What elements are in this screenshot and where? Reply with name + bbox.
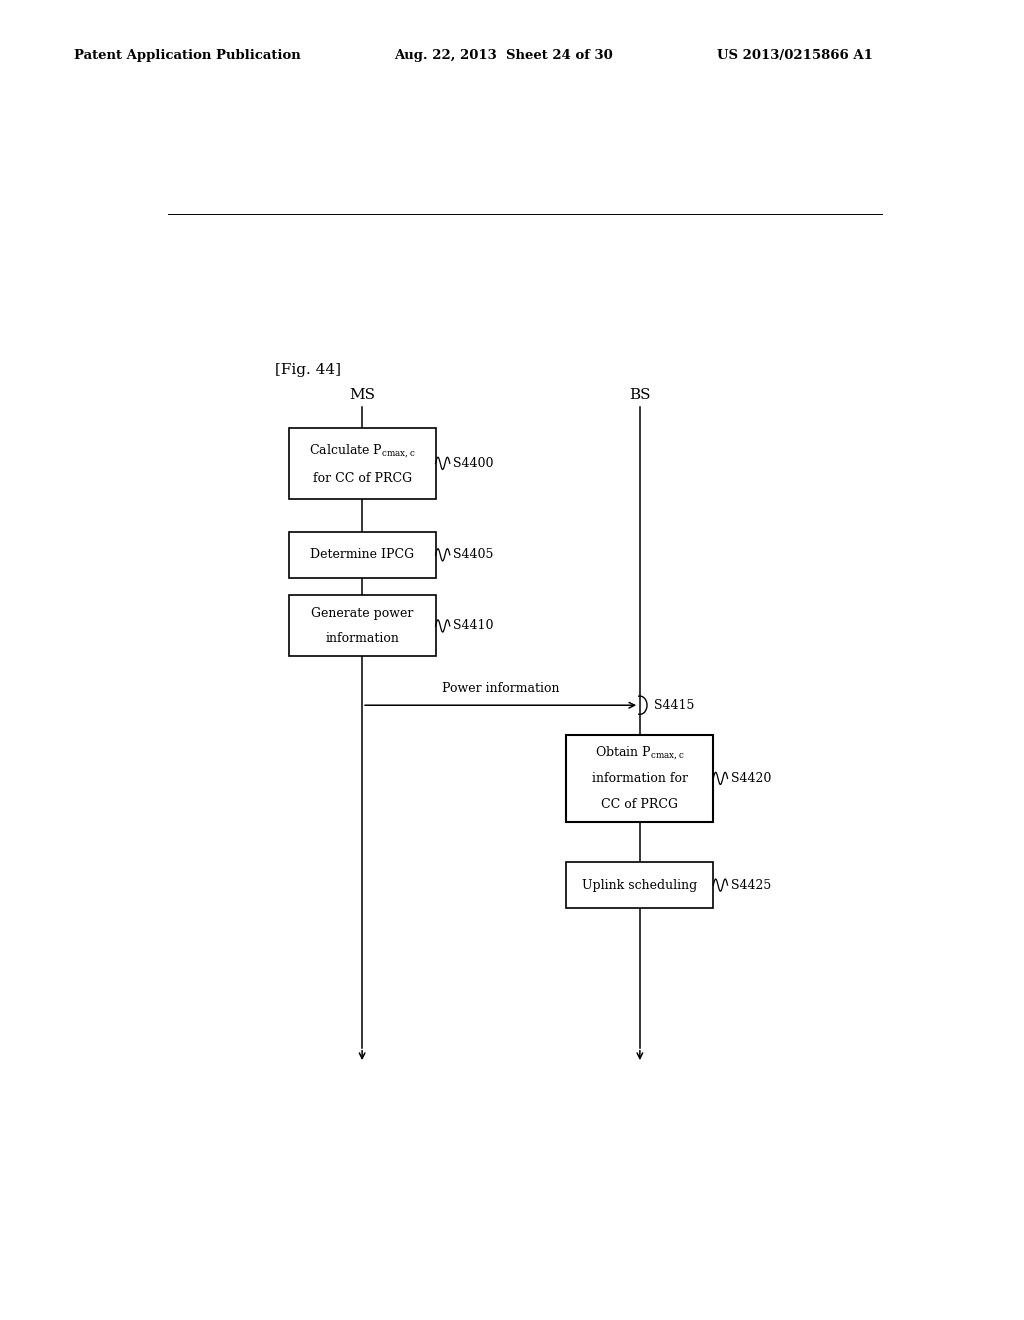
- Text: Calculate P$_{\mathdefault{cmax,c}}$: Calculate P$_{\mathdefault{cmax,c}}$: [309, 442, 416, 459]
- Text: Patent Application Publication: Patent Application Publication: [74, 49, 300, 62]
- Text: information: information: [326, 632, 399, 644]
- FancyBboxPatch shape: [289, 595, 435, 656]
- FancyBboxPatch shape: [566, 735, 714, 821]
- Text: US 2013/0215866 A1: US 2013/0215866 A1: [717, 49, 872, 62]
- Text: MS: MS: [349, 388, 375, 403]
- Text: for CC of PRCG: for CC of PRCG: [312, 473, 412, 486]
- Text: Aug. 22, 2013  Sheet 24 of 30: Aug. 22, 2013 Sheet 24 of 30: [394, 49, 613, 62]
- Text: S4400: S4400: [453, 457, 494, 470]
- Text: S4415: S4415: [654, 698, 694, 711]
- Text: Power information: Power information: [442, 682, 560, 696]
- Text: S4420: S4420: [731, 772, 771, 785]
- Text: CC of PRCG: CC of PRCG: [601, 797, 678, 810]
- Text: S4410: S4410: [453, 619, 494, 632]
- FancyBboxPatch shape: [566, 862, 714, 908]
- Text: Generate power: Generate power: [311, 607, 414, 620]
- FancyBboxPatch shape: [289, 532, 435, 578]
- Text: S4405: S4405: [453, 548, 494, 561]
- Text: Uplink scheduling: Uplink scheduling: [583, 879, 697, 891]
- FancyBboxPatch shape: [289, 428, 435, 499]
- Text: information for: information for: [592, 772, 688, 785]
- Text: BS: BS: [629, 388, 650, 403]
- Text: Obtain P$_{\mathdefault{cmax,c}}$: Obtain P$_{\mathdefault{cmax,c}}$: [595, 744, 685, 760]
- Text: S4425: S4425: [731, 879, 771, 891]
- Text: Determine IPCG: Determine IPCG: [310, 548, 414, 561]
- Text: [Fig. 44]: [Fig. 44]: [274, 363, 341, 378]
